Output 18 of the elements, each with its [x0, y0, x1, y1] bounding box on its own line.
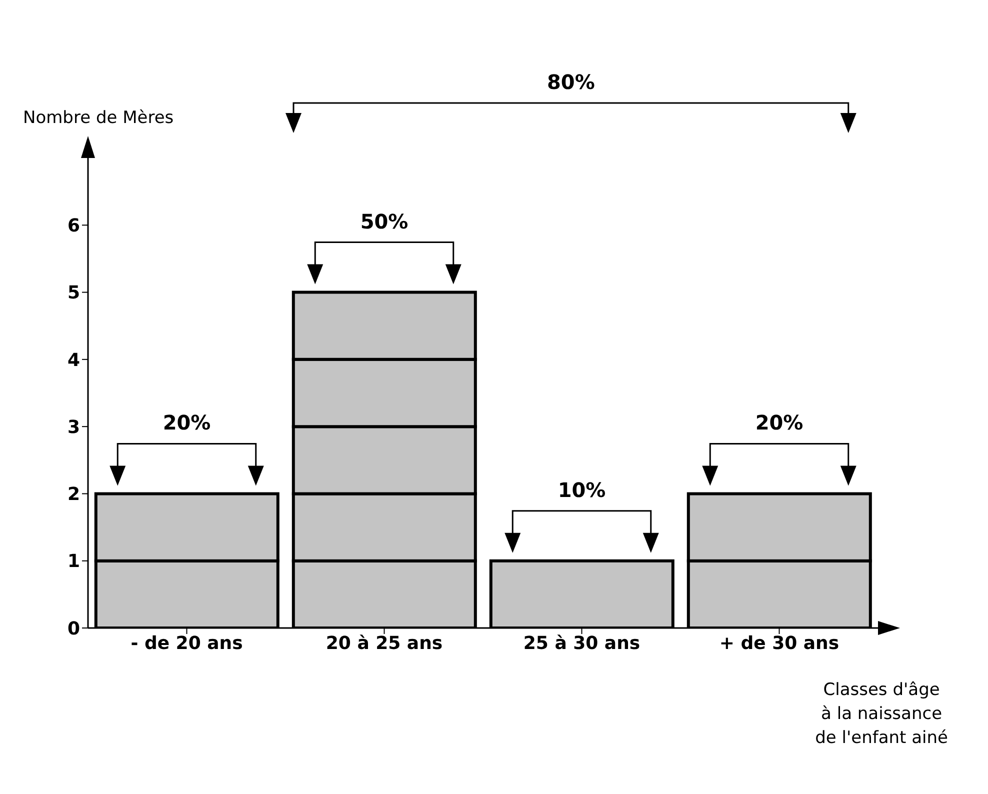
annotation: 50%	[360, 209, 408, 234]
y-tick-label: 3	[67, 416, 80, 438]
x-axis-title: Classes d'âge à la naissance de l'enfant ainé	[815, 679, 948, 750]
y-tick-label: 2	[67, 484, 80, 506]
y-tick-label: 6	[67, 216, 80, 237]
x-tick-label: 25 à 30 ans	[523, 632, 640, 654]
x-tick-label: - de 20 ans	[130, 632, 243, 654]
y-tick-label: 0	[67, 618, 80, 640]
text: 80%	[547, 70, 595, 94]
y-tick-label: 5	[67, 282, 80, 304]
x-tick-label: + de 30 ans	[719, 632, 840, 654]
annotation: 20%	[755, 410, 804, 435]
annotation: 20%	[162, 410, 211, 435]
y-tick-label: 1	[67, 551, 80, 572]
annotation: 10%	[558, 478, 606, 502]
x-tick-label: 20 à 25 ans	[326, 632, 443, 654]
y-tick-label: 4	[67, 350, 80, 371]
y-axis-title: Nombre de Mères	[23, 108, 174, 128]
